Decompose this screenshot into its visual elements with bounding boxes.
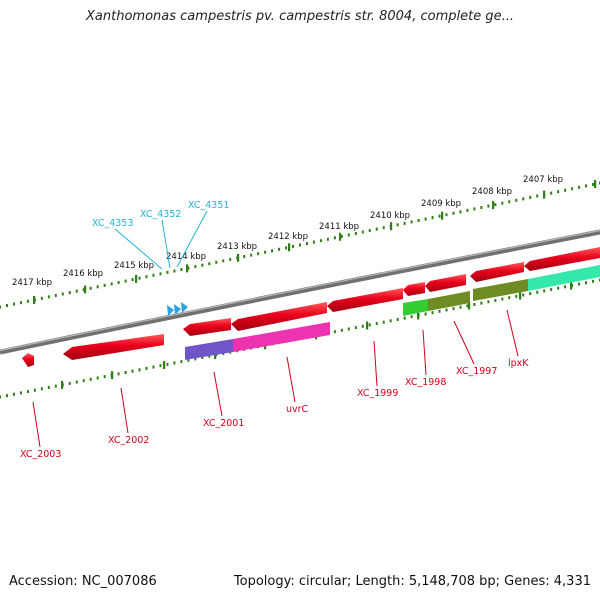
gene-label[interactable]: XC_2003	[20, 449, 61, 460]
gene-label[interactable]: lpxK	[508, 358, 529, 369]
gene-label[interactable]: XC_1997	[456, 366, 497, 377]
label-leader-line	[213, 371, 223, 417]
gene-label[interactable]: uvrC	[286, 404, 309, 415]
trna-arrow	[181, 302, 188, 313]
domain-band	[428, 291, 470, 311]
label-leader-line	[286, 356, 296, 403]
tick-label: 2413 kbp	[217, 242, 257, 252]
tick-label: 2412 kbp	[268, 232, 308, 242]
trna-arrow	[167, 305, 174, 316]
gene-arrow	[63, 334, 164, 360]
gene-track[interactable]	[22, 247, 600, 367]
gene-label[interactable]: XC_4353	[92, 218, 133, 229]
top-gene-labels: XC_4353 XC_4352 XC_4351	[92, 200, 229, 270]
domain-band	[233, 322, 330, 352]
accession-text: Accession: NC_007086	[9, 574, 157, 589]
gene-label[interactable]: XC_4351	[188, 200, 229, 211]
tick-label: 2409 kbp	[421, 199, 461, 209]
tick-label: 2408 kbp	[472, 187, 512, 197]
label-leader-line	[32, 401, 41, 448]
gene-arrow	[22, 353, 34, 367]
gene-label[interactable]: XC_1998	[405, 377, 446, 388]
tick-label: 2407 kbp	[523, 175, 563, 185]
domain-band	[403, 299, 428, 316]
domain-band	[528, 265, 600, 291]
label-leader-line	[422, 329, 427, 376]
domain-band	[473, 279, 528, 301]
gene-label[interactable]: XC_2001	[203, 418, 244, 429]
label-leader-line	[161, 219, 171, 269]
label-leader-line	[373, 340, 378, 387]
label-leader-line	[120, 387, 129, 434]
label-leader-line	[506, 309, 519, 357]
trna-features[interactable]	[167, 302, 188, 316]
gene-arrow	[403, 282, 425, 296]
gene-arrow	[183, 318, 231, 336]
gene-arrow	[524, 247, 600, 271]
topology-text: Topology: circular; Length: 5,148,708 bp…	[233, 574, 591, 589]
map-title: Xanthomonas campestris pv. campestris st…	[86, 9, 514, 24]
gene-label[interactable]: XC_4352	[140, 209, 181, 220]
gene-arrow	[470, 262, 524, 282]
tick-label: 2411 kbp	[319, 222, 359, 232]
label-leader-line	[176, 210, 208, 268]
label-leader-line	[453, 320, 475, 365]
gene-arrow	[425, 274, 466, 292]
domain-track[interactable]	[185, 265, 600, 360]
gene-label[interactable]: XC_2002	[108, 435, 149, 446]
trna-arrow	[174, 304, 181, 315]
domain-band	[185, 339, 233, 360]
tick-label: 2410 kbp	[370, 211, 410, 221]
tick-labels: 2417 kbp 2416 kbp 2415 kbp 2414 kbp 2413 kbp…	[12, 175, 563, 288]
label-leader-line	[114, 228, 163, 270]
gene-arrow	[327, 288, 403, 312]
tick-label: 2416 kbp	[63, 269, 103, 279]
tick-label: 2415 kbp	[114, 261, 154, 271]
bottom-gene-labels: XC_2003 XC_2002 XC_2001 uvrC XC_1999 XC_1998 X…	[20, 309, 529, 460]
tick-label: 2417 kbp	[12, 278, 52, 288]
genome-backbone	[0, 229, 600, 355]
gene-arrow	[231, 302, 327, 331]
gene-label[interactable]: XC_1999	[357, 388, 398, 399]
tick-label: 2414 kbp	[166, 252, 206, 262]
upper-tick-track	[0, 180, 600, 309]
